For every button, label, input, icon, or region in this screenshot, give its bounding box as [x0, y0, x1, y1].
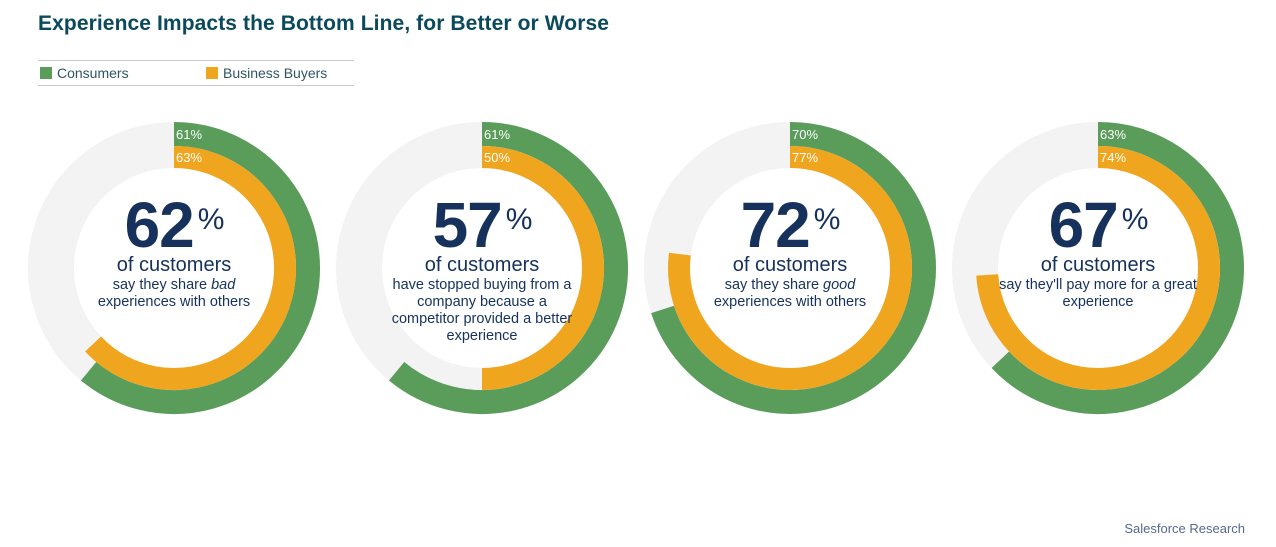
headline-number: 62	[124, 189, 195, 261]
source-credit: Salesforce Research	[1124, 521, 1245, 536]
donut-svg: 61% 50%	[336, 122, 628, 414]
description-text: say they share	[112, 277, 212, 293]
donut-svg: 63% 74%	[952, 122, 1244, 414]
description-text-after: experiences with others	[97, 294, 251, 310]
business-buyers-arc	[668, 146, 912, 390]
headline-percent: %	[1121, 203, 1149, 236]
business-buyers-value-label: 77%	[792, 150, 818, 165]
description-text: say they'll pay more for a great experie…	[999, 277, 1197, 310]
headline-value: 72%	[690, 188, 890, 257]
donut-center-text: 72% of customers say they share good exp…	[690, 188, 890, 311]
business-buyers-arc	[85, 146, 296, 390]
donut-center-text: 57% of customers have stopped buying fro…	[382, 188, 582, 345]
headline-percent: %	[813, 203, 841, 236]
legend-item-business-buyers: Business Buyers	[206, 65, 327, 81]
legend-swatch-consumers	[40, 67, 52, 79]
headline-value: 57%	[382, 188, 582, 257]
consumers-value-label: 70%	[792, 127, 818, 142]
description: have stopped buying from a company becau…	[382, 277, 582, 345]
business-buyers-arc	[976, 146, 1220, 390]
subhead: of customers	[1040, 254, 1156, 276]
subhead: of customers	[424, 254, 540, 276]
headline-number: 57	[432, 189, 503, 261]
donut-chart: 61% 63% 62% of customers say they share b…	[24, 118, 324, 418]
consumers-arc	[80, 122, 320, 414]
description: say they share good experiences with oth…	[690, 277, 890, 311]
business-buyers-value-label: 63%	[176, 150, 202, 165]
legend-label-business-buyers: Business Buyers	[223, 65, 328, 81]
headline-number: 72	[740, 189, 811, 261]
legend: Consumers Business Buyers	[38, 60, 354, 86]
description: say they share bad experiences with othe…	[74, 277, 274, 311]
legend-label-consumers: Consumers	[57, 65, 129, 81]
donut-svg: 70% 77%	[644, 122, 936, 414]
donut-chart: 61% 50% 57% of customers have stopped buy…	[332, 118, 632, 418]
consumers-arc	[991, 122, 1244, 414]
donut-chart: 63% 74% 67% of customers say they'll pay …	[948, 118, 1248, 418]
donut-svg: 61% 63%	[28, 122, 320, 414]
legend-item-consumers: Consumers	[40, 65, 129, 81]
donut-center-text: 62% of customers say they share bad expe…	[74, 188, 274, 311]
description-text: say they share	[724, 277, 824, 293]
consumers-value-label: 63%	[1100, 127, 1126, 142]
subhead: of customers	[116, 254, 232, 276]
consumers-value-label: 61%	[484, 127, 510, 142]
legend-swatch-business-buyers	[206, 67, 218, 79]
description-emphasis: bad	[211, 277, 236, 293]
headline-value: 62%	[74, 188, 274, 257]
description: say they'll pay more for a great experie…	[998, 277, 1198, 311]
description-text-after: experiences with others	[713, 294, 867, 310]
business-buyers-value-label: 74%	[1100, 150, 1126, 165]
business-buyers-arc	[481, 146, 604, 390]
donut-chart: 70% 77% 72% of customers say they share g…	[640, 118, 940, 418]
donut-center-text: 67% of customers say they'll pay more fo…	[998, 188, 1198, 311]
headline-percent: %	[197, 203, 225, 236]
description-text: have stopped buying from a company becau…	[391, 277, 573, 344]
description-emphasis: good	[823, 277, 856, 293]
consumers-arc	[651, 122, 936, 414]
consumers-arc	[388, 122, 628, 414]
consumers-value-label: 61%	[176, 127, 202, 142]
business-buyers-value-label: 50%	[484, 150, 510, 165]
headline-number: 67	[1048, 189, 1119, 261]
headline-percent: %	[505, 203, 533, 236]
headline-value: 67%	[998, 188, 1198, 257]
page-title: Experience Impacts the Bottom Line, for …	[38, 12, 610, 35]
subhead: of customers	[732, 254, 848, 276]
